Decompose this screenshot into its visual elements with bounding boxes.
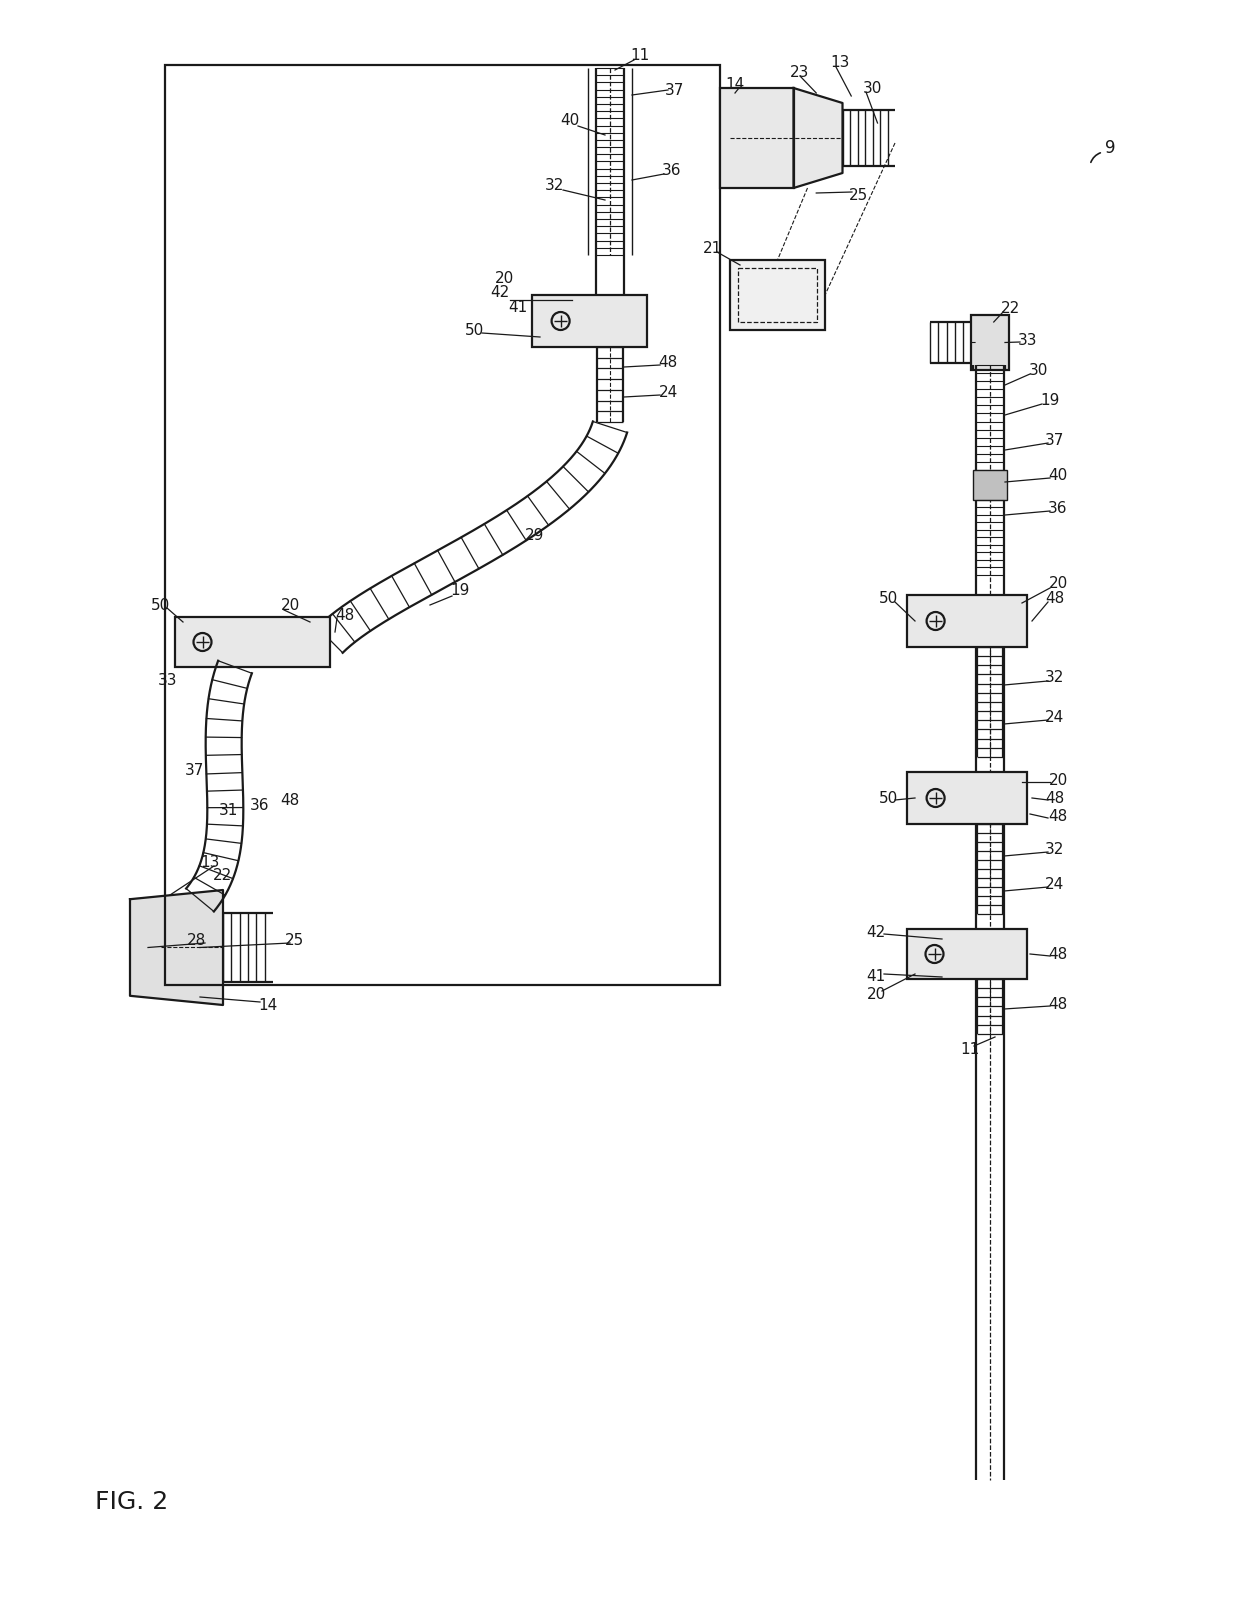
Text: 25: 25 bbox=[848, 187, 868, 203]
Text: 48: 48 bbox=[1045, 791, 1065, 805]
Polygon shape bbox=[130, 890, 223, 1005]
Text: 41: 41 bbox=[867, 969, 885, 984]
Text: 32: 32 bbox=[1045, 842, 1065, 857]
Text: 37: 37 bbox=[1045, 433, 1065, 448]
Text: 50: 50 bbox=[878, 791, 898, 805]
Text: 14: 14 bbox=[725, 77, 745, 92]
Bar bbox=[738, 267, 817, 322]
Bar bbox=[165, 64, 720, 985]
Text: 22: 22 bbox=[1001, 301, 1019, 316]
Text: 22: 22 bbox=[212, 868, 232, 882]
Text: 48: 48 bbox=[1048, 997, 1068, 1011]
Text: 50: 50 bbox=[150, 597, 170, 612]
Text: 48: 48 bbox=[1045, 591, 1065, 605]
Text: 19: 19 bbox=[450, 583, 470, 597]
Text: 24: 24 bbox=[1045, 876, 1065, 892]
Text: 41: 41 bbox=[508, 299, 528, 314]
Text: 13: 13 bbox=[201, 855, 219, 869]
Text: 11: 11 bbox=[630, 48, 650, 63]
Polygon shape bbox=[794, 89, 842, 188]
Text: 42: 42 bbox=[490, 285, 510, 299]
Text: 28: 28 bbox=[186, 932, 206, 948]
Text: 20: 20 bbox=[867, 987, 885, 1001]
Text: 32: 32 bbox=[1045, 670, 1065, 684]
Text: 48: 48 bbox=[658, 354, 677, 370]
Text: 37: 37 bbox=[185, 763, 205, 778]
Text: 24: 24 bbox=[658, 385, 677, 399]
Text: 42: 42 bbox=[867, 924, 885, 940]
Text: 11: 11 bbox=[960, 1042, 980, 1056]
Text: 21: 21 bbox=[702, 240, 722, 256]
Text: 37: 37 bbox=[666, 82, 684, 98]
Text: 20: 20 bbox=[495, 270, 515, 285]
Text: 33: 33 bbox=[159, 673, 177, 687]
Text: 13: 13 bbox=[831, 55, 849, 69]
Text: 40: 40 bbox=[560, 113, 579, 127]
Text: 20: 20 bbox=[280, 597, 300, 612]
Text: 48: 48 bbox=[1048, 808, 1068, 823]
Text: 40: 40 bbox=[1048, 467, 1068, 483]
Text: 32: 32 bbox=[546, 177, 564, 193]
Bar bbox=[532, 295, 647, 348]
Text: 20: 20 bbox=[1048, 575, 1068, 591]
Text: 36: 36 bbox=[662, 163, 682, 177]
Bar bbox=[730, 259, 825, 330]
Text: 31: 31 bbox=[218, 802, 238, 818]
Text: 30: 30 bbox=[1028, 362, 1048, 377]
Text: 33: 33 bbox=[1018, 333, 1038, 348]
Text: 36: 36 bbox=[1048, 501, 1068, 515]
Text: 30: 30 bbox=[862, 80, 882, 95]
Bar bbox=[971, 316, 1009, 370]
Bar bbox=[906, 929, 1027, 979]
Bar bbox=[973, 470, 1007, 501]
Text: 48: 48 bbox=[280, 792, 300, 808]
Text: FIG. 2: FIG. 2 bbox=[95, 1489, 169, 1513]
Text: 14: 14 bbox=[258, 998, 278, 1013]
Bar bbox=[906, 773, 1027, 824]
Text: 9: 9 bbox=[1105, 138, 1115, 158]
Bar bbox=[175, 617, 330, 667]
Text: 23: 23 bbox=[790, 64, 810, 79]
Text: 36: 36 bbox=[250, 797, 270, 813]
Text: 48: 48 bbox=[335, 607, 355, 623]
Text: 29: 29 bbox=[526, 528, 544, 543]
Text: 50: 50 bbox=[878, 591, 898, 605]
Text: 50: 50 bbox=[465, 322, 485, 338]
Text: 24: 24 bbox=[1045, 710, 1065, 724]
Text: 25: 25 bbox=[285, 932, 305, 948]
Bar bbox=[720, 89, 794, 188]
Text: 48: 48 bbox=[1048, 947, 1068, 961]
Text: 19: 19 bbox=[1040, 393, 1060, 407]
Text: 20: 20 bbox=[1048, 773, 1068, 787]
Bar bbox=[906, 596, 1027, 647]
